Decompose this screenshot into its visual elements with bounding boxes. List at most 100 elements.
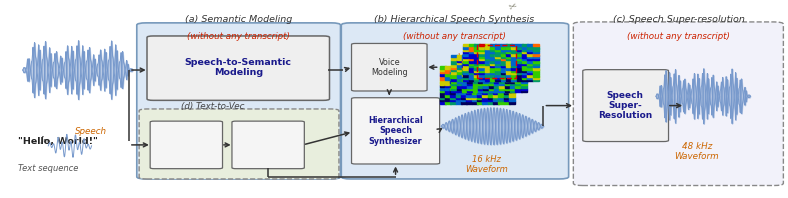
Bar	[479, 51, 485, 53]
Bar	[474, 79, 480, 81]
Bar	[455, 73, 462, 76]
Bar	[478, 57, 485, 60]
Bar	[527, 55, 533, 58]
Bar	[488, 101, 494, 104]
Bar	[469, 51, 474, 53]
Bar	[482, 101, 489, 104]
Bar	[467, 62, 474, 64]
Bar	[466, 85, 473, 87]
Bar	[485, 51, 491, 53]
Bar	[521, 83, 527, 86]
Bar	[511, 44, 518, 46]
Bar	[515, 67, 522, 69]
Bar	[462, 78, 468, 81]
Bar	[521, 74, 527, 76]
Bar	[509, 101, 515, 104]
Bar	[505, 60, 511, 62]
Bar	[473, 62, 479, 64]
Bar	[504, 92, 510, 94]
Bar	[515, 71, 522, 74]
Bar	[466, 75, 473, 78]
Bar	[506, 48, 512, 51]
Bar	[479, 44, 485, 46]
Bar	[469, 60, 474, 63]
Bar	[506, 67, 512, 69]
Bar	[500, 85, 506, 88]
Bar	[498, 101, 504, 104]
Bar	[493, 85, 499, 87]
Bar	[494, 69, 500, 71]
Bar	[474, 62, 480, 65]
Bar	[452, 81, 458, 83]
Bar	[495, 76, 501, 79]
Bar	[505, 78, 511, 81]
Bar	[466, 80, 473, 83]
Bar	[445, 78, 451, 80]
Bar	[494, 74, 500, 76]
Bar	[488, 85, 494, 87]
Bar	[494, 85, 500, 88]
Bar	[515, 57, 522, 60]
Bar	[489, 64, 495, 67]
Bar	[469, 65, 474, 67]
Bar	[511, 67, 518, 69]
Bar	[445, 96, 451, 99]
Bar	[504, 94, 510, 97]
Bar	[527, 44, 533, 46]
Bar	[462, 57, 468, 60]
Bar	[517, 65, 522, 67]
Bar	[477, 71, 483, 73]
Bar	[489, 88, 495, 90]
Bar	[517, 46, 522, 49]
Bar	[477, 73, 483, 76]
Bar	[515, 60, 522, 62]
Bar	[498, 80, 504, 83]
Bar	[500, 90, 506, 92]
Bar	[495, 60, 501, 63]
Bar	[469, 55, 474, 58]
Bar	[500, 83, 506, 86]
Bar	[495, 55, 501, 58]
Bar	[462, 71, 468, 74]
Bar	[517, 48, 522, 51]
Bar	[533, 67, 539, 69]
Bar	[509, 78, 515, 80]
Bar	[505, 83, 511, 86]
Bar	[488, 89, 494, 92]
Bar	[489, 83, 495, 86]
Bar	[450, 94, 456, 97]
Bar	[506, 65, 512, 67]
Bar	[533, 79, 539, 81]
Bar	[509, 89, 515, 92]
Bar	[474, 53, 480, 55]
Bar	[445, 85, 451, 87]
Bar	[477, 92, 483, 94]
Bar	[509, 73, 515, 76]
Bar	[485, 62, 491, 65]
Bar	[521, 60, 527, 62]
Bar	[509, 66, 515, 69]
Bar	[490, 67, 496, 69]
Bar	[493, 101, 499, 104]
Bar	[506, 46, 512, 49]
Bar	[522, 53, 528, 55]
Bar	[500, 48, 507, 51]
Bar	[484, 81, 489, 83]
Bar	[488, 71, 494, 73]
Bar	[452, 69, 458, 71]
Bar	[527, 46, 533, 49]
Bar	[463, 62, 470, 65]
Bar	[484, 83, 489, 86]
Bar	[494, 81, 500, 83]
Bar	[445, 71, 451, 73]
Text: Voice
Modeling: Voice Modeling	[371, 58, 407, 77]
Bar	[450, 78, 456, 80]
Bar	[466, 73, 473, 76]
Bar	[493, 83, 499, 85]
Bar	[474, 72, 480, 74]
Bar	[488, 80, 494, 83]
Bar	[469, 58, 474, 60]
Bar	[517, 60, 522, 63]
Bar	[500, 65, 507, 67]
Bar	[473, 69, 479, 71]
